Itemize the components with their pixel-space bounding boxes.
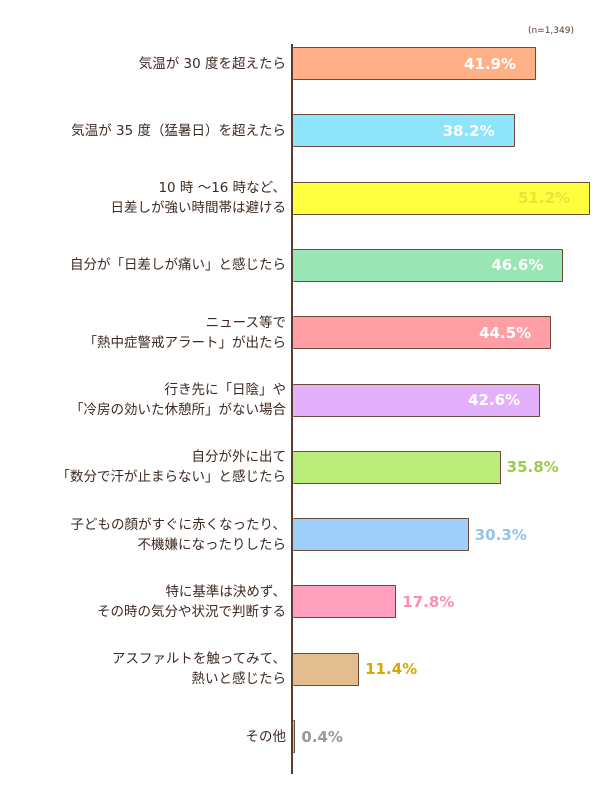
bar [293, 114, 515, 148]
bar [293, 248, 564, 282]
category-label: アスファルトを触ってみて、 熱いと感じたら [111, 651, 286, 688]
bar [293, 450, 501, 484]
category-label: 自分が「日差しが痛い」と感じたら [70, 257, 286, 274]
data-label: 44.5% [479, 323, 532, 342]
data-label: 51.2% [518, 189, 571, 208]
category-label: その他 [245, 728, 287, 745]
bar [293, 720, 296, 753]
data-label: 41.9% [464, 54, 517, 73]
data-label: 30.3% [474, 525, 527, 544]
sample-size-note: (n=1,349) [527, 26, 574, 36]
bar [293, 383, 541, 417]
bar [293, 47, 537, 80]
category-label: 気温が 35 度（猛暑日）を超えたら [71, 122, 286, 139]
bar [293, 316, 552, 350]
category-label: 行き先に「日陰」や 「冷房の効いた休憩所」がない場合 [70, 382, 286, 418]
category-label: ニュース等で 「熱中症警戒アラート」が出たら [83, 314, 287, 351]
category-label: 子どもの顔がすぐに赤くなったり、 不機嫌になったりしたら [70, 516, 286, 553]
data-label: 17.8% [402, 592, 455, 611]
category-label: 特に基準は決めず、 その時の気分や状況で判断する [97, 583, 286, 620]
data-label: 42.6% [468, 391, 521, 409]
data-label: 38.2% [442, 121, 495, 140]
bar [293, 518, 469, 552]
bar [293, 181, 590, 215]
category-axis-line [291, 44, 293, 774]
data-label: 46.6% [491, 256, 544, 275]
category-label: 自分が外に出て 「数分で汗が止まらない」と感じたら [56, 449, 287, 486]
bar [293, 585, 397, 619]
data-label: 11.4% [365, 660, 418, 679]
bar [293, 652, 360, 686]
category-label: 10 時 〜16 時など、 日差しが強い時間帯は避ける [110, 180, 287, 217]
category-label: 気温が 30 度を超えたら [138, 55, 286, 72]
data-label: 35.8% [506, 458, 559, 477]
data-label: 0.4% [301, 727, 343, 746]
